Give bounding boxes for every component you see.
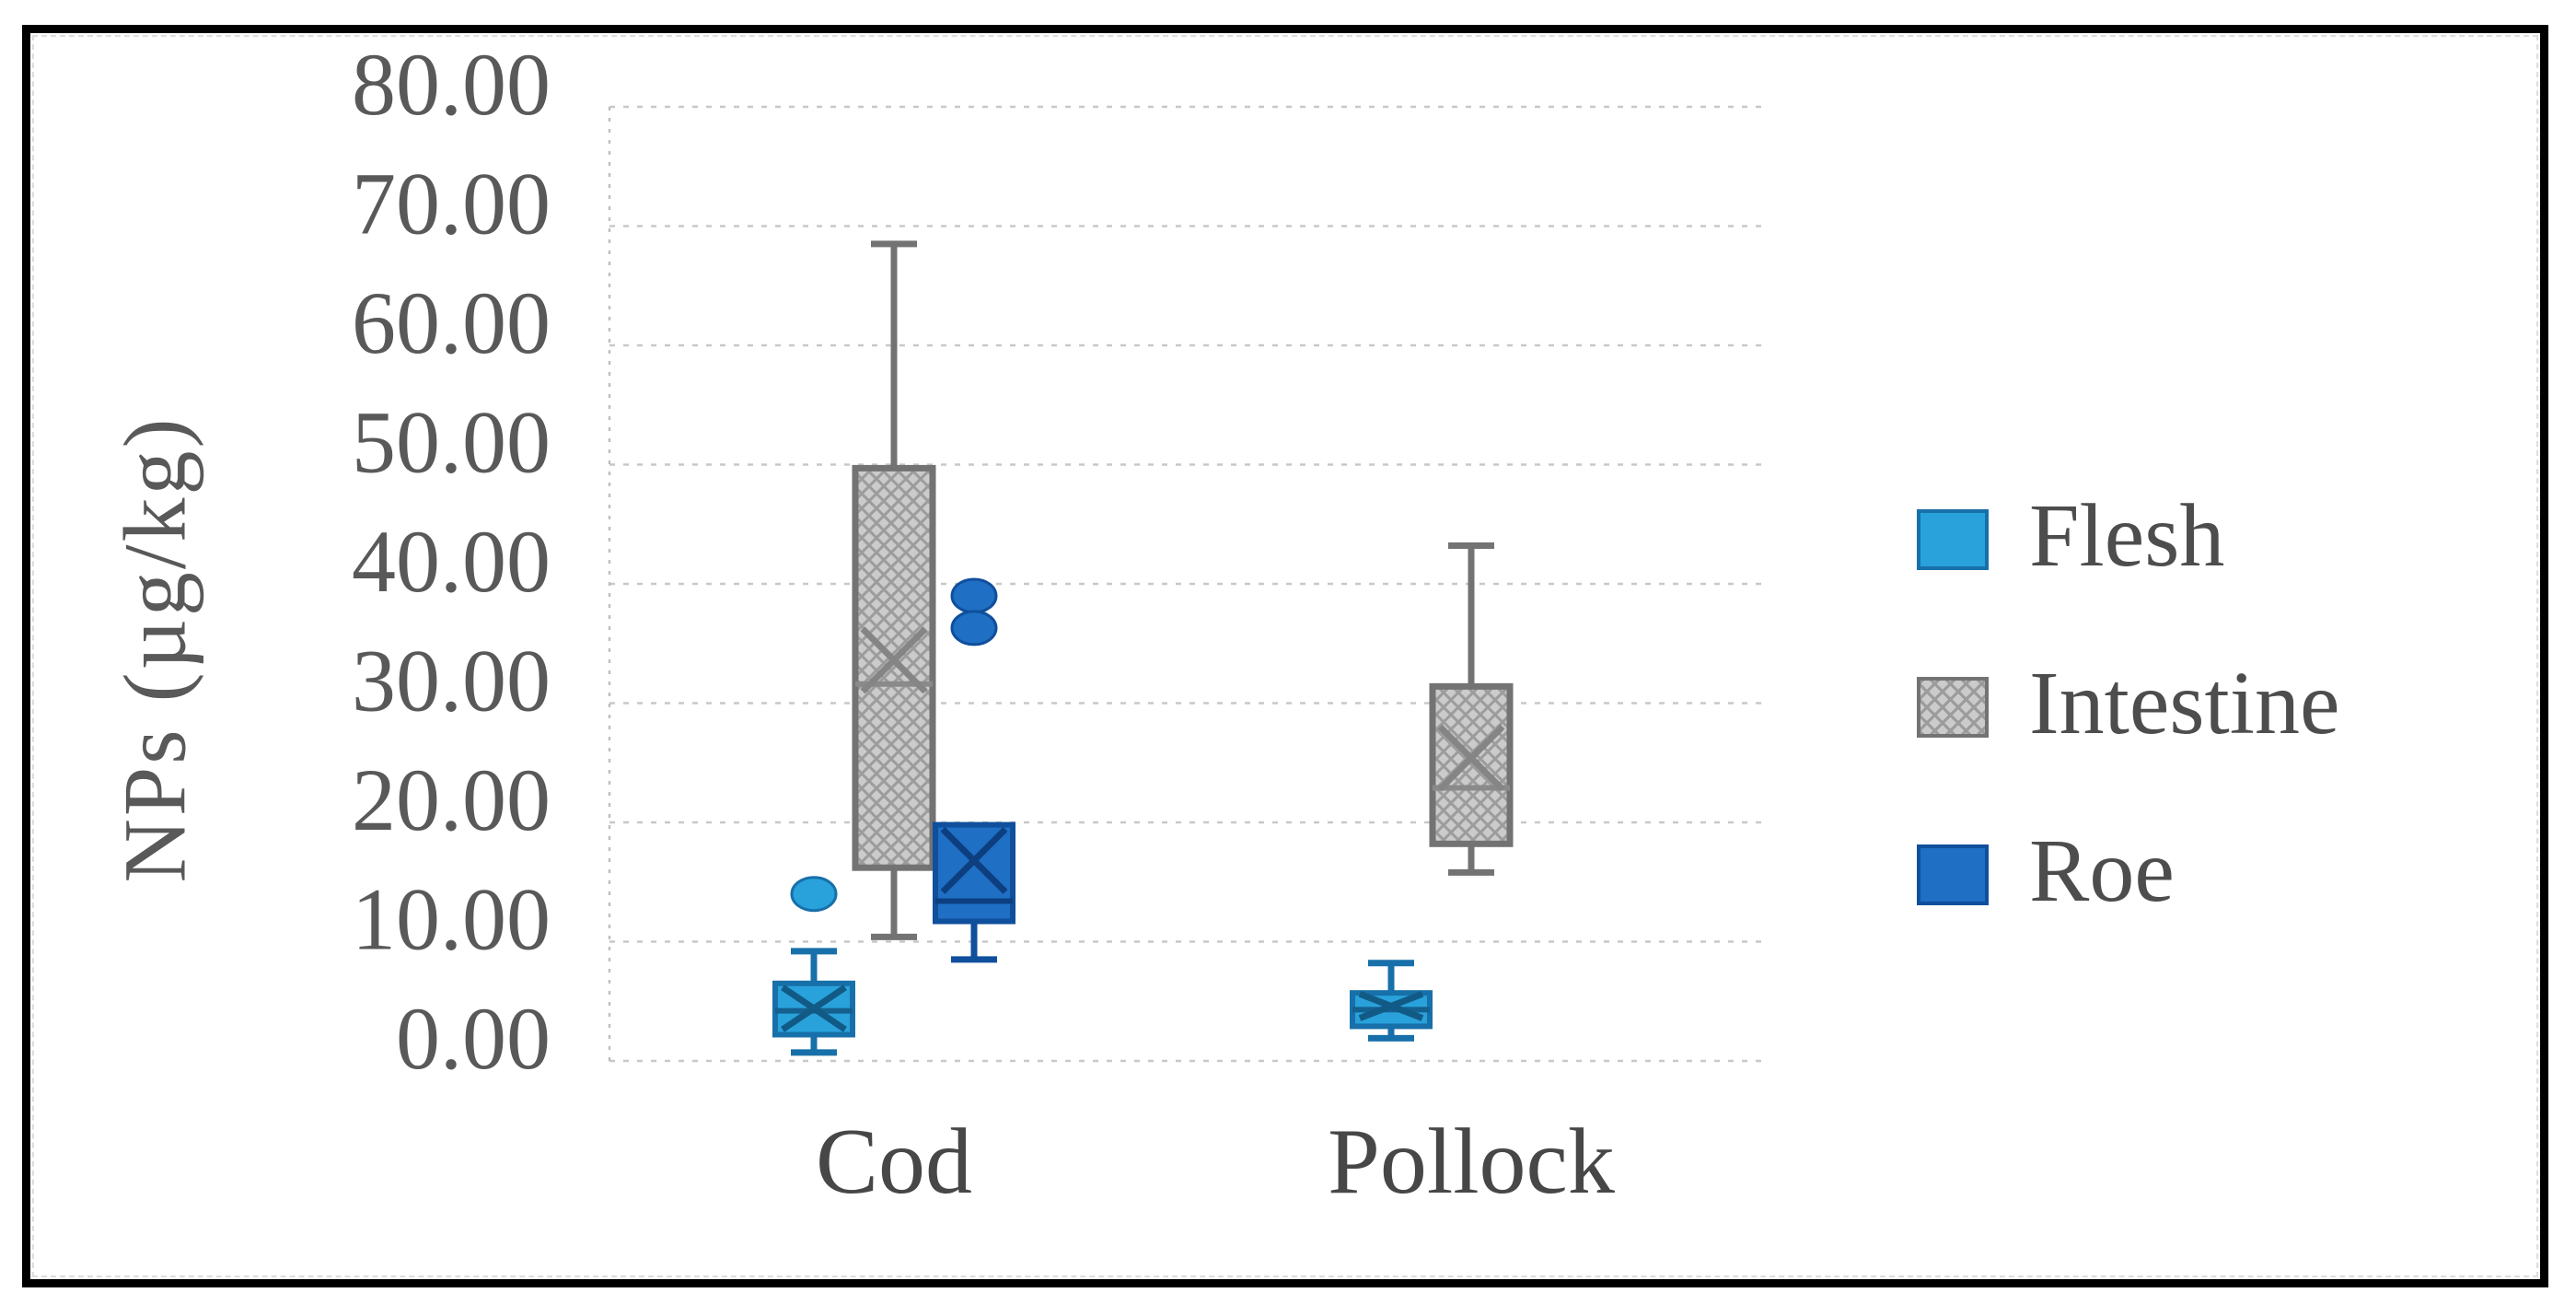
legend-label-intestine: Intestine [2029,654,2340,753]
box [933,821,1015,925]
outlier-point [790,876,838,913]
y-axis-title: NPs (µg/kg) [105,415,204,883]
mean-marker [781,984,847,1032]
mean-marker [940,826,1008,894]
box [1429,682,1514,847]
legend-label-flesh: Flesh [2029,486,2225,586]
y-tick-label: 70.00 [352,155,551,253]
outlier-point [950,577,998,614]
outlier-point [950,610,998,646]
y-tick-label: 60.00 [352,274,551,372]
y-tick-label: 10.00 [352,870,551,969]
y-tick-label: 50.00 [352,393,551,492]
flesh-swatch [1917,509,1989,570]
box-roe-cod [933,577,1015,963]
figure-border-frame [22,25,2548,1287]
legend-label-roe: Roe [2029,821,2175,921]
mean-marker [860,626,928,694]
box-flesh-cod [772,876,855,1056]
x-category-label: Cod [816,1110,972,1214]
legend-item-roe: Roe [1917,826,2339,924]
y-tick-label: 30.00 [352,632,551,730]
intestine-swatch [1917,677,1989,738]
legend-item-intestine: Intestine [1917,658,2339,756]
y-tick-label: 20.00 [352,751,551,849]
y-tick-label: 40.00 [352,512,551,611]
roe-swatch [1917,844,1989,905]
mean-marker [1358,991,1424,1021]
y-tick-label: 0.00 [396,989,551,1088]
box-intestine-cod [852,240,936,940]
mean-marker [1437,724,1505,792]
box [852,464,936,871]
box-flesh-pollock [1350,960,1433,1042]
legend-item-flesh: Flesh [1917,491,2339,588]
box-intestine-pollock [1429,542,1514,876]
legend: Flesh Intestine Roe [1917,491,2339,924]
y-tick-label: 80.00 [352,35,551,134]
x-category-label: Pollock [1328,1110,1615,1214]
